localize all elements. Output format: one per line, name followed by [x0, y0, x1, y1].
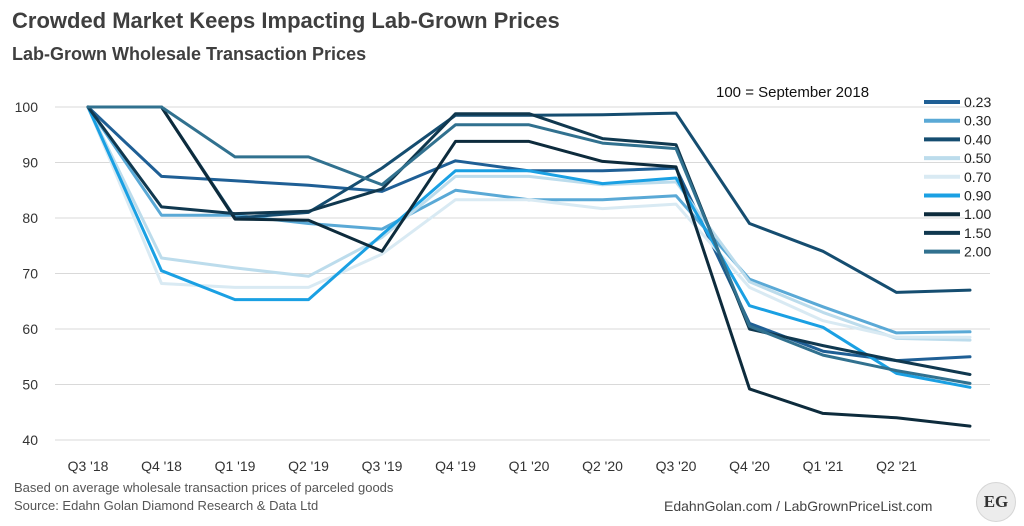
x-tick-label: Q3 '20 [656, 458, 697, 474]
series-line-0.50 [86, 105, 972, 342]
legend-label: 2.00 [964, 244, 991, 260]
y-tick-label: 90 [22, 155, 38, 171]
x-tick-label: Q1 '19 [215, 458, 256, 474]
series-lines [86, 105, 972, 428]
x-axis-tick-labels: Q3 '18 Q4 '18 Q1 '19 Q2 '19 Q3 '19 Q4 '19 Q1 '… [68, 458, 918, 474]
source-note: Source: Edahn Golan Diamond Research & D… [14, 498, 319, 513]
series-line-1.50 [86, 105, 972, 376]
y-tick-label: 40 [22, 432, 38, 448]
chart-subtitle: Lab-Grown Wholesale Transaction Prices [12, 44, 367, 64]
legend-label: 0.50 [964, 150, 991, 166]
legend-label: 1.00 [964, 206, 991, 222]
x-tick-label: Q3 '18 [68, 458, 109, 474]
x-tick-label: Q4 '20 [729, 458, 770, 474]
y-tick-label: 80 [22, 210, 38, 226]
x-tick-label: Q2 '20 [582, 458, 623, 474]
y-tick-label: 50 [22, 377, 38, 393]
x-tick-label: Q2 '19 [288, 458, 329, 474]
series-line-0.70 [86, 105, 972, 339]
x-tick-label: Q4 '18 [141, 458, 182, 474]
methodology-note: Based on average wholesale transaction p… [14, 480, 394, 495]
legend-label: 1.50 [964, 225, 991, 241]
legend-label: 0.30 [964, 113, 991, 129]
series-line-2.00 [86, 105, 972, 385]
legend-label: 0.90 [964, 188, 991, 204]
website-credit: EdahnGolan.com / LabGrownPriceList.com [664, 498, 933, 514]
gridlines [55, 106, 990, 441]
index-note: 100 = September 2018 [716, 84, 870, 101]
chart-title: Crowded Market Keeps Impacting Lab-Grown… [12, 8, 560, 33]
x-tick-label: Q2 '21 [876, 458, 917, 474]
y-axis-tick-labels: 40 50 60 70 80 90 100 [15, 99, 39, 448]
x-tick-label: Q3 '19 [362, 458, 403, 474]
x-tick-label: Q1 '21 [803, 458, 844, 474]
y-tick-label: 70 [22, 266, 38, 282]
y-tick-label: 60 [22, 321, 38, 337]
x-tick-label: Q4 '19 [435, 458, 476, 474]
x-tick-label: Q1 '20 [509, 458, 550, 474]
series-line-0.90 [86, 105, 972, 389]
legend-label: 0.40 [964, 131, 991, 147]
legend: 0.23 0.30 0.40 0.50 0.70 0.90 1.00 1.50 2.00 [924, 94, 991, 260]
y-tick-label: 100 [15, 99, 39, 115]
legend-label: 0.23 [964, 94, 991, 110]
legend-label: 0.70 [964, 169, 991, 185]
series-line-1.00 [86, 105, 972, 428]
eg-logo: EG [976, 482, 1016, 522]
